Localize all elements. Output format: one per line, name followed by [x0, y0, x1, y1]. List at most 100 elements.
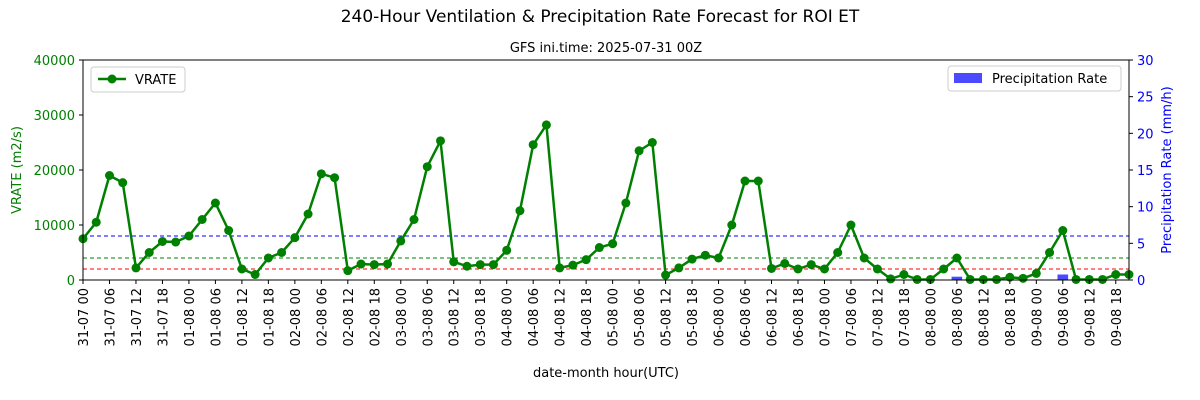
- vrate-point: [806, 260, 816, 270]
- vrate-line: [82, 123, 1129, 281]
- x-tick-label: 07-08 00: [818, 288, 833, 346]
- vrate-point: [793, 264, 803, 274]
- x-tick-label: 08-08 00: [924, 288, 939, 346]
- precip-bar: [951, 276, 963, 280]
- vrate-point: [277, 248, 287, 257]
- y-right-tick-label: 25: [1137, 91, 1154, 106]
- vrate-point: [727, 220, 737, 230]
- x-tick-label: 06-08 18: [792, 288, 807, 346]
- vrate-point: [1098, 274, 1108, 284]
- x-tick-label: 04-08 18: [580, 288, 595, 346]
- x-tick-label: 08-08 18: [1004, 288, 1019, 346]
- left-axis: 0 10000 20000 30000 40000: [34, 54, 83, 289]
- precip-bars: [951, 274, 1069, 280]
- vrate-point: [422, 162, 432, 172]
- vrate-point: [488, 260, 498, 270]
- vrate-point: [316, 169, 326, 179]
- vrate-point: [952, 253, 962, 263]
- x-tick-label: 05-08 00: [607, 288, 622, 346]
- x-tick-label: 01-08 00: [183, 288, 198, 346]
- x-tick-label: 07-08 06: [845, 288, 860, 346]
- plot-frame: [82, 59, 1130, 281]
- x-tick-label: 05-08 18: [686, 288, 701, 346]
- vrate-point: [925, 274, 935, 284]
- y-right-tick-label: 5: [1137, 237, 1145, 252]
- x-tick-label: 07-08 18: [898, 288, 913, 346]
- x-tick-label: 05-08 12: [660, 288, 675, 346]
- vrate-point: [449, 257, 459, 267]
- vrate-point: [435, 136, 445, 146]
- vrate-point: [965, 274, 975, 284]
- vrate-point: [383, 259, 393, 269]
- x-tick-label: 02-08 06: [315, 288, 330, 346]
- y-right-tick-label: 30: [1137, 54, 1154, 69]
- vrate-point: [237, 264, 247, 274]
- vrate-series: [78, 120, 1134, 284]
- vrate-point: [475, 260, 485, 270]
- vrate-point: [1084, 274, 1094, 284]
- vrate-point: [131, 263, 141, 273]
- right-axis: 0 5 10 15 20 25 30: [1129, 54, 1154, 289]
- vrate-point: [144, 248, 154, 257]
- vrate-point: [647, 138, 657, 147]
- x-tick-label: 06-08 12: [766, 288, 781, 346]
- vrate-point: [714, 253, 724, 263]
- y-left-tick-label: 0: [67, 274, 75, 289]
- legend-vrate: VRATE: [90, 66, 186, 93]
- vrate-point: [608, 239, 618, 249]
- vrate-point: [899, 270, 909, 279]
- vrate-point: [992, 274, 1002, 284]
- y-right-tick-label: 10: [1137, 201, 1154, 216]
- vrate-point: [210, 198, 220, 208]
- vrate-point: [462, 261, 472, 271]
- vrate-point: [91, 217, 101, 227]
- legend-precip-box: [947, 65, 1122, 92]
- vrate-point: [343, 266, 353, 276]
- x-tick-label: 09-08 00: [1030, 288, 1045, 346]
- vrate-point: [833, 248, 843, 257]
- x-tick-label: 31-07 18: [156, 288, 171, 346]
- vrate-point: [1018, 273, 1028, 283]
- vrate-point: [396, 236, 406, 246]
- x-tick-label: 01-08 06: [209, 288, 224, 346]
- y-left-tick-label: 40000: [34, 54, 75, 69]
- x-tick-label: 09-08 06: [1057, 288, 1072, 346]
- y-left-tick-label: 20000: [34, 164, 75, 179]
- vrate-point: [1045, 248, 1055, 257]
- x-tick-label: 07-08 12: [871, 288, 886, 346]
- y-left-axis-label: VRATE (m2/s): [10, 126, 25, 214]
- chart-subtitle: GFS ini.time: 2025-07-31 00Z: [510, 41, 702, 56]
- vrate-point: [767, 263, 777, 273]
- legend-vrate-label: VRATE: [135, 73, 176, 88]
- vrate-point: [197, 215, 207, 224]
- x-tick-label: 04-08 12: [554, 288, 569, 346]
- precip-bar: [1057, 274, 1069, 280]
- legend-precip: Precipitation Rate: [947, 65, 1122, 92]
- vrate-point: [369, 260, 379, 270]
- vrate-point: [104, 171, 114, 180]
- vrate-point: [502, 245, 512, 255]
- vrate-point: [118, 178, 128, 188]
- x-tick-label: 04-08 06: [527, 288, 542, 346]
- vrate-point: [581, 255, 591, 265]
- vrate-point: [687, 254, 697, 264]
- y-right-tick-label: 15: [1137, 164, 1154, 179]
- vrate-point: [594, 243, 604, 253]
- vrate-point: [528, 140, 538, 150]
- vrate-point: [263, 253, 273, 263]
- x-tick-label: 02-08 12: [342, 288, 357, 346]
- vrate-point: [939, 264, 949, 274]
- vrate-point: [1058, 226, 1068, 235]
- x-axis: 31-07 00 31-07 06 31-07 12 31-07 18 01-08 00…: [77, 280, 1125, 346]
- vrate-point: [515, 206, 525, 216]
- x-tick-label: 31-07 12: [130, 288, 145, 346]
- x-tick-label: 02-08 00: [289, 288, 304, 346]
- vrate-point: [171, 237, 181, 247]
- vrate-point: [303, 209, 313, 219]
- x-tick-label: 31-07 00: [77, 288, 92, 346]
- x-tick-label: 09-08 18: [1110, 288, 1125, 346]
- x-tick-label: 08-08 06: [951, 288, 966, 346]
- x-axis-label: date-month hour(UTC): [533, 366, 679, 381]
- vrate-point: [912, 274, 922, 284]
- x-tick-label: 01-08 12: [236, 288, 251, 346]
